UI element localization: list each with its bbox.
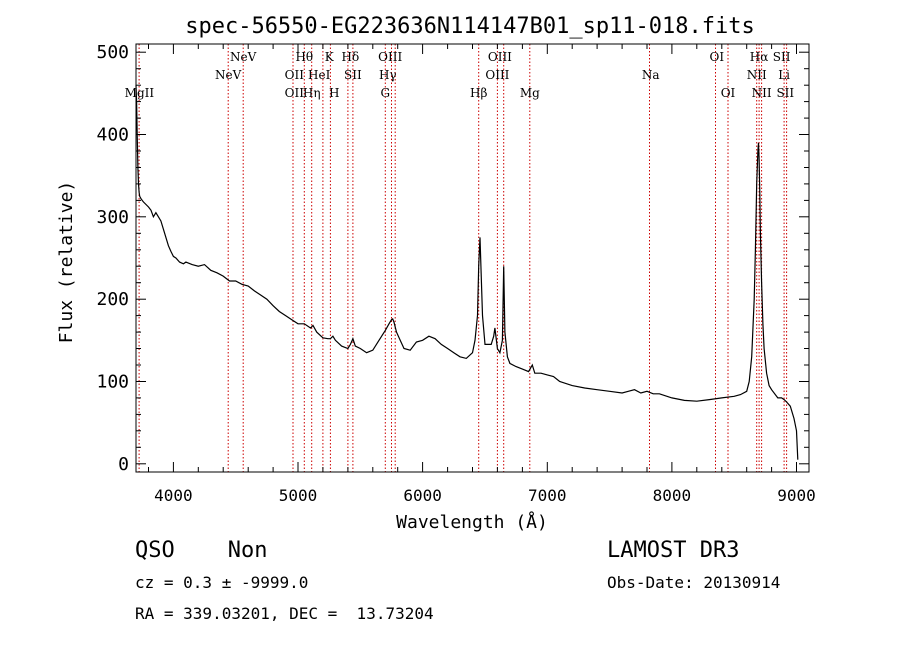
line-label: Hγ (379, 68, 397, 82)
spectrum-line (135, 85, 799, 460)
x-tick-label: 4000 (154, 486, 193, 505)
line-label: OI (721, 86, 736, 100)
line-label: Hη (303, 86, 321, 100)
x-tick-label: 5000 (279, 486, 318, 505)
line-label: Hδ (342, 50, 360, 64)
line-label: Na (642, 68, 660, 82)
y-axis: 0 100 200 300 400 500 (96, 42, 809, 475)
line-label: SII (344, 68, 362, 82)
redshift-text: cz = 0.3 ± -9999.0 (135, 573, 309, 592)
line-labels: MgII NeV NeV OII OII Hθ Hη HeI K H Hδ SII OIII Hγ G Hβ O… (125, 50, 795, 100)
obs-date: Obs-Date: 20130914 (607, 573, 781, 592)
line-label: Mg (520, 86, 540, 100)
line-label: NII (752, 86, 772, 100)
line-label: SII (776, 86, 794, 100)
line-label: OIII (485, 68, 509, 82)
line-markers (138, 44, 788, 472)
coordinates-text: RA = 339.03201, DEC = 13.73204 (135, 604, 434, 623)
line-label: OIII (488, 50, 512, 64)
line-label: SII (773, 50, 791, 64)
line-label: NeV (230, 50, 257, 64)
plot-frame (135, 43, 810, 473)
line-label: Li (778, 68, 790, 82)
line-label: Hα (750, 50, 769, 64)
line-label: Hβ (470, 86, 487, 100)
line-label: HeI (308, 68, 331, 82)
line-label: OIII (378, 50, 402, 64)
y-tick-label: 200 (96, 289, 129, 310)
x-tick-label: 6000 (403, 486, 442, 505)
y-tick-label: 0 (118, 454, 129, 475)
x-tick-label: 8000 (653, 486, 692, 505)
x-axis: 4000 5000 6000 7000 8000 9000 (148, 44, 816, 505)
line-label: H (329, 86, 339, 100)
line-label: K (325, 50, 335, 64)
line-label: G (381, 86, 391, 100)
y-axis-label: Flux (relative) (56, 181, 77, 344)
line-label: NeV (215, 68, 242, 82)
x-axis-label: Wavelength (Å) (396, 511, 548, 533)
line-label: OI (710, 50, 725, 64)
x-tick-label: 7000 (528, 486, 567, 505)
line-label: OII (285, 86, 305, 100)
y-tick-label: 100 (96, 372, 129, 393)
x-tick-label: 9000 (777, 486, 816, 505)
survey-label: LAMOST DR3 (607, 538, 740, 563)
line-label: NII (747, 68, 767, 82)
class-label: QSO Non (135, 538, 268, 563)
chart-title: spec-56550-EG223636N114147B01_sp11-018.f… (185, 14, 755, 39)
line-label: MgII (125, 86, 155, 100)
line-label: Hθ (295, 50, 313, 64)
y-tick-label: 500 (96, 42, 129, 63)
line-label: OII (285, 68, 305, 82)
y-tick-label: 400 (96, 125, 129, 146)
y-tick-label: 300 (96, 207, 129, 228)
